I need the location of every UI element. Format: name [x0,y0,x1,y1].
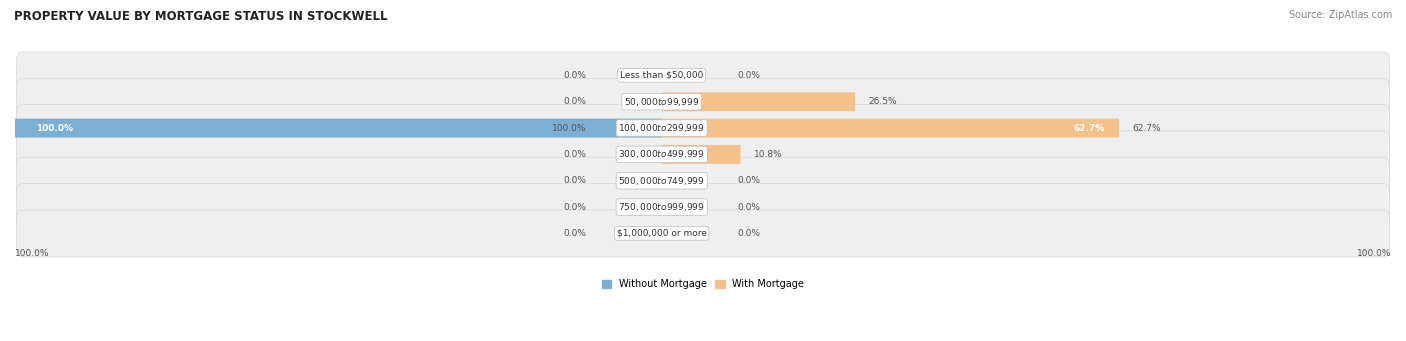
Text: 62.7%: 62.7% [1133,123,1161,133]
Text: 0.0%: 0.0% [737,229,761,238]
Text: 0.0%: 0.0% [562,203,586,211]
Text: 0.0%: 0.0% [737,71,761,80]
Text: 100.0%: 100.0% [15,249,49,258]
Text: $1,000,000 or more: $1,000,000 or more [617,229,707,238]
FancyBboxPatch shape [17,105,1389,151]
Text: 0.0%: 0.0% [562,229,586,238]
FancyBboxPatch shape [17,157,1389,204]
FancyBboxPatch shape [662,145,741,164]
Text: 0.0%: 0.0% [737,203,761,211]
Text: 10.8%: 10.8% [754,150,783,159]
Text: $750,000 to $999,999: $750,000 to $999,999 [619,201,704,213]
FancyBboxPatch shape [662,92,855,111]
FancyBboxPatch shape [17,210,1389,257]
Text: $50,000 to $99,999: $50,000 to $99,999 [624,96,699,108]
Text: 0.0%: 0.0% [562,71,586,80]
Text: Less than $50,000: Less than $50,000 [620,71,703,80]
FancyBboxPatch shape [15,119,662,137]
Text: Source: ZipAtlas.com: Source: ZipAtlas.com [1288,10,1392,20]
FancyBboxPatch shape [17,78,1389,125]
Text: $300,000 to $499,999: $300,000 to $499,999 [619,148,704,160]
Text: 26.5%: 26.5% [869,97,897,106]
Text: $100,000 to $299,999: $100,000 to $299,999 [619,122,704,134]
FancyBboxPatch shape [17,52,1389,99]
Text: 100.0%: 100.0% [35,123,73,133]
Text: 0.0%: 0.0% [562,97,586,106]
FancyBboxPatch shape [662,119,1119,137]
Text: 0.0%: 0.0% [737,176,761,185]
Legend: Without Mortgage, With Mortgage: Without Mortgage, With Mortgage [598,275,808,293]
Text: 100.0%: 100.0% [551,123,586,133]
FancyBboxPatch shape [17,184,1389,231]
Text: 100.0%: 100.0% [1357,249,1391,258]
FancyBboxPatch shape [17,131,1389,178]
Text: PROPERTY VALUE BY MORTGAGE STATUS IN STOCKWELL: PROPERTY VALUE BY MORTGAGE STATUS IN STO… [14,10,388,23]
Text: $500,000 to $749,999: $500,000 to $749,999 [619,175,704,187]
Text: 62.7%: 62.7% [1074,123,1105,133]
Text: 0.0%: 0.0% [562,176,586,185]
Text: 0.0%: 0.0% [562,150,586,159]
